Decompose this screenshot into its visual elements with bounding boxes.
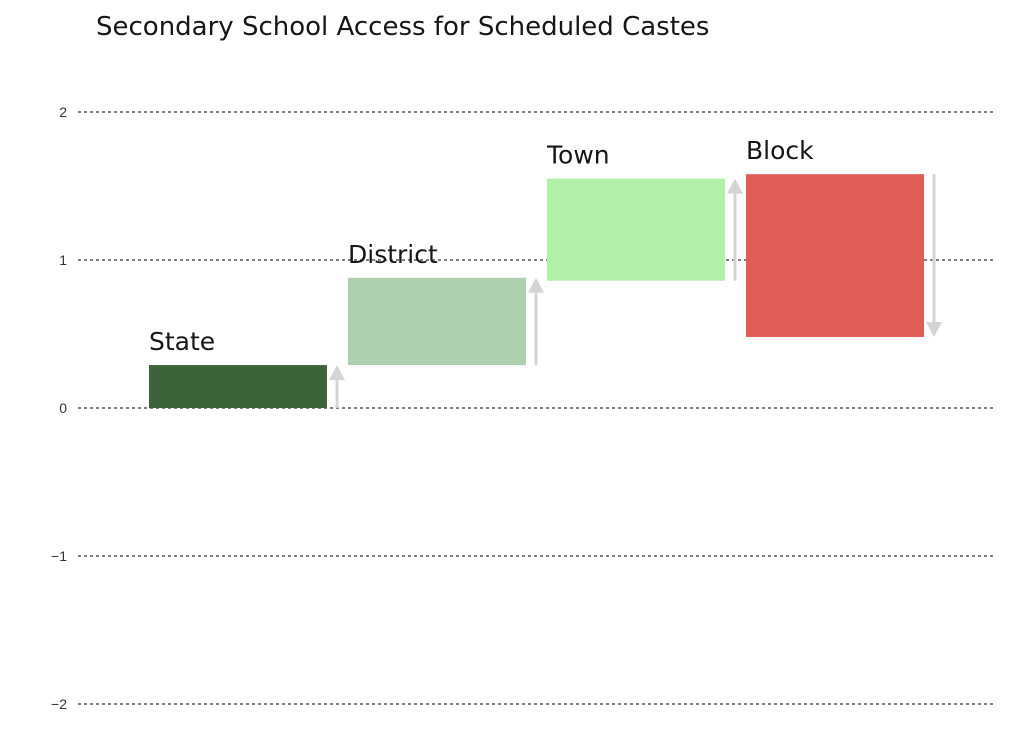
y-tick-label: 1 (59, 252, 67, 268)
y-tick-label: 2 (59, 104, 67, 120)
category-label: Town (546, 141, 610, 170)
y-tick-label: −2 (51, 696, 67, 712)
bar-state (149, 365, 327, 408)
category-label: State (149, 327, 215, 356)
chart-title: Secondary School Access for Scheduled Ca… (96, 12, 710, 42)
arrow-up-icon (528, 277, 544, 293)
bar-district (348, 277, 526, 366)
category-labels: State District Town Block (149, 136, 814, 356)
arrow-down-icon (926, 321, 942, 337)
bar-town (547, 178, 725, 281)
arrow-up-icon (727, 178, 743, 194)
bars (149, 174, 924, 408)
y-tick-label: 0 (59, 400, 67, 416)
arrow-up-icon (329, 365, 345, 381)
category-label: Block (746, 136, 814, 165)
bar-block (746, 174, 924, 337)
y-tick-label: −1 (51, 548, 67, 564)
change-arrows (329, 174, 942, 408)
category-label: District (348, 240, 438, 269)
y-axis-tick-labels: 2 1 0 −1 −2 (51, 104, 67, 712)
